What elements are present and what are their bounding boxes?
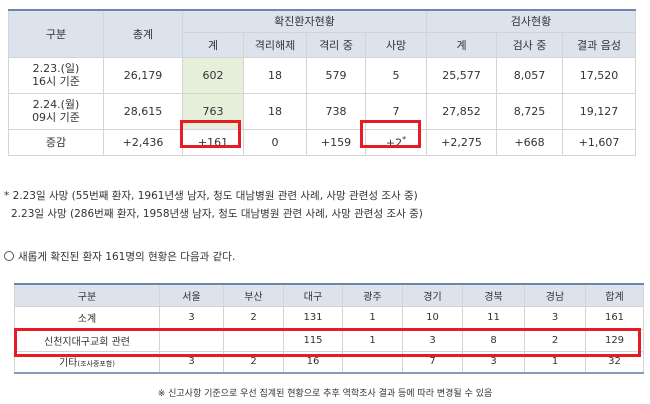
header-testing: 검사 중 — [496, 31, 563, 58]
region-cell: 8 — [462, 328, 525, 352]
region-cell: 115 — [283, 328, 343, 352]
region-row-label-main: 기타 — [58, 358, 78, 370]
circle-bullet-icon — [4, 251, 14, 261]
cell-deaths: 7 — [365, 92, 427, 130]
region-header-sum: 합계 — [585, 283, 644, 307]
region-header-gyeongnam: 경남 — [524, 283, 586, 307]
change-released: 0 — [243, 128, 307, 156]
region-cell: 11 — [462, 305, 525, 330]
table-row-change: 증감 +2,436 +161 0 +159 +2* +2,275 +668 +1… — [8, 128, 636, 156]
region-cell: 32 — [585, 350, 644, 374]
region-header-row: 구분 서울 부산 대구 광주 경기 경북 경남 합계 — [14, 283, 644, 307]
table-row: 소계 3 2 131 1 10 11 3 161 — [14, 305, 644, 330]
region-cell: 131 — [283, 305, 343, 330]
region-cell: 3 — [524, 305, 586, 330]
header-test-total: 계 — [426, 31, 497, 58]
header-test-group: 검사현황 — [426, 9, 636, 33]
change-confirmed: +161 — [182, 128, 244, 156]
cell-test-total: 27,852 — [426, 92, 497, 130]
region-row-label: 기타(조사중포함) — [14, 350, 160, 374]
region-cell — [223, 328, 284, 352]
header-gubun: 구분 — [8, 9, 104, 58]
change-total: +2,436 — [103, 128, 183, 156]
region-row-label-sub: (조사중포함) — [77, 360, 116, 369]
cell-confirmed: 602 — [182, 56, 244, 94]
cell-total: 28,615 — [103, 92, 183, 130]
cell-deaths: 5 — [365, 56, 427, 94]
note-line-2: 2.23일 사망 (286번째 환자, 1958년생 남자, 청도 대남병원 관… — [11, 208, 423, 220]
status-table: 구분 총계 확진환자현황 검사현황 계 격리해제 격리 중 사망 계 검사 중 … — [8, 9, 636, 156]
cell-released: 18 — [243, 56, 307, 94]
row-time: 09시 기준 — [32, 111, 80, 124]
change-test-total: +2,275 — [426, 128, 497, 156]
cell-test-total: 25,577 — [426, 56, 497, 94]
region-row-label: 소계 — [14, 305, 160, 330]
row-date: 2.24.(월) — [32, 98, 80, 111]
row-date: 2.23.(일) — [32, 62, 80, 75]
region-cell: 1 — [342, 305, 403, 330]
header-confirmed-total: 계 — [182, 31, 244, 58]
cell-released: 18 — [243, 92, 307, 130]
header-total: 총계 — [103, 9, 183, 58]
region-cell: 2 — [223, 305, 284, 330]
header-in-isolation: 격리 중 — [306, 31, 366, 58]
region-cell: 1 — [342, 328, 403, 352]
region-table: 구분 서울 부산 대구 광주 경기 경북 경남 합계 소계 3 2 131 1 … — [14, 283, 644, 374]
region-cell: 10 — [402, 305, 463, 330]
change-label: 증감 — [8, 128, 104, 156]
header-negative: 결과 음성 — [562, 31, 636, 58]
cell-testing: 8,725 — [496, 92, 563, 130]
region-cell — [342, 350, 403, 374]
table-row: 2.24.(월) 09시 기준 28,615 763 18 738 7 27,8… — [8, 92, 636, 130]
region-row-label: 신천지대구교회 관련 — [14, 328, 160, 352]
region-header-gyeongbuk: 경북 — [462, 283, 525, 307]
row-date-label: 2.24.(월) 09시 기준 — [8, 92, 104, 130]
change-deaths-mark: * — [402, 134, 407, 144]
row-time: 16시 기준 — [32, 75, 80, 88]
cell-isolated: 738 — [306, 92, 366, 130]
cell-negative: 19,127 — [562, 92, 636, 130]
intro-line: 새롭게 확진된 환자 161명의 현황은 다음과 같다. — [4, 249, 235, 264]
region-header-gyeonggi: 경기 — [402, 283, 463, 307]
change-isolated: +159 — [306, 128, 366, 156]
table-row: 2.23.(일) 16시 기준 26,179 602 18 579 5 25,5… — [8, 56, 636, 94]
region-cell: 1 — [524, 350, 586, 374]
table-row: 신천지대구교회 관련 115 1 3 8 2 129 — [14, 328, 644, 352]
change-deaths-value: +2 — [385, 136, 403, 150]
table-row: 기타(조사중포함) 3 2 16 7 3 1 32 — [14, 350, 644, 374]
region-cell: 161 — [585, 305, 644, 330]
cell-testing: 8,057 — [496, 56, 563, 94]
region-cell: 7 — [402, 350, 463, 374]
cell-confirmed: 763 — [182, 92, 244, 130]
header-confirmed-group: 확진환자현황 — [182, 9, 427, 33]
intro-text: 새롭게 확진된 환자 161명의 현황은 다음과 같다. — [18, 251, 236, 263]
footnote: ※ 신고사항 기준으로 우선 집계된 현황으로 추후 역학조사 결과 등에 따라… — [157, 389, 493, 399]
region-header-busan: 부산 — [223, 283, 284, 307]
note-line-1: * 2.23일 사망 (55번째 환자, 1961년생 남자, 청도 대남병원 … — [4, 190, 418, 202]
region-cell: 3 — [159, 305, 224, 330]
region-header-seoul: 서울 — [159, 283, 224, 307]
region-cell — [159, 328, 224, 352]
region-cell: 16 — [283, 350, 343, 374]
region-cell: 3 — [402, 328, 463, 352]
region-cell: 2 — [223, 350, 284, 374]
region-cell: 3 — [159, 350, 224, 374]
cell-negative: 17,520 — [562, 56, 636, 94]
header-isolation-released: 격리해제 — [243, 31, 307, 58]
region-header-daegu: 대구 — [283, 283, 343, 307]
change-testing: +668 — [496, 128, 563, 156]
header-deaths: 사망 — [365, 31, 427, 58]
cell-total: 26,179 — [103, 56, 183, 94]
change-negative: +1,607 — [562, 128, 636, 156]
cell-isolated: 579 — [306, 56, 366, 94]
region-cell: 129 — [585, 328, 644, 352]
change-deaths: +2* — [365, 128, 427, 156]
region-cell: 2 — [524, 328, 586, 352]
region-cell: 3 — [462, 350, 525, 374]
row-date-label: 2.23.(일) 16시 기준 — [8, 56, 104, 94]
region-header-gubun: 구분 — [14, 283, 160, 307]
region-header-gwangju: 광주 — [342, 283, 403, 307]
